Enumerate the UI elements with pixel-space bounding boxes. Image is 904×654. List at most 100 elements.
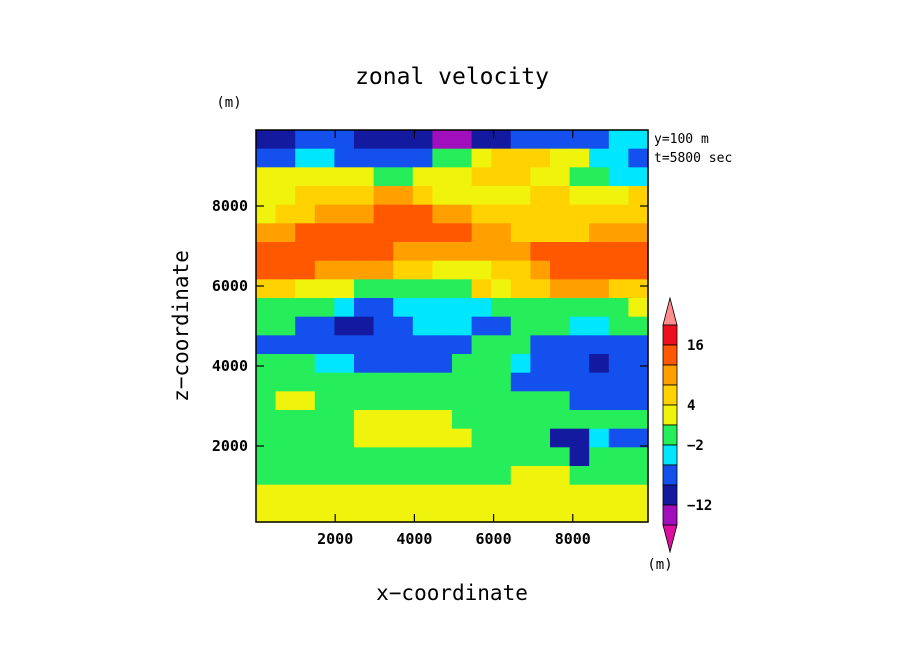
field-cell — [295, 316, 316, 336]
field-cell — [412, 447, 433, 467]
field-cell — [569, 242, 590, 262]
field-cell — [510, 428, 531, 448]
field-cell — [373, 410, 394, 430]
field-cell — [569, 130, 590, 150]
field-cell — [354, 223, 375, 243]
field-cell — [314, 242, 335, 262]
field-cell — [373, 428, 394, 448]
field-cell — [628, 391, 649, 411]
field-cell — [569, 186, 590, 206]
field-cell — [412, 503, 433, 523]
field-cell — [550, 447, 571, 467]
field-cell — [275, 223, 296, 243]
field-cell — [569, 484, 590, 504]
field-cell — [608, 298, 629, 318]
field-cell — [373, 466, 394, 486]
field-cell — [295, 466, 316, 486]
field-cell — [550, 354, 571, 374]
field-cell — [510, 447, 531, 467]
field-cell — [550, 391, 571, 411]
field-cell — [314, 428, 335, 448]
field-cell — [432, 298, 453, 318]
field-cell — [491, 466, 512, 486]
field-cell — [314, 410, 335, 430]
field-cell — [491, 335, 512, 355]
field-cell — [608, 354, 629, 374]
field-cell — [256, 354, 277, 374]
field-cell — [256, 260, 277, 280]
field-cell — [471, 484, 492, 504]
field-cell — [569, 167, 590, 187]
field-cell — [275, 410, 296, 430]
field-cell — [432, 242, 453, 262]
field-cell — [452, 298, 473, 318]
field-cell — [412, 130, 433, 150]
field-cell — [275, 148, 296, 168]
field-cell — [608, 447, 629, 467]
field-cell — [471, 372, 492, 392]
field-cell — [608, 466, 629, 486]
field-cell — [432, 279, 453, 299]
field-cell — [432, 410, 453, 430]
field-cell — [471, 316, 492, 336]
field-cell — [354, 391, 375, 411]
field-cell — [569, 410, 590, 430]
field-cell — [256, 466, 277, 486]
field-cell — [295, 391, 316, 411]
field-cell — [589, 372, 610, 392]
field-cell — [452, 148, 473, 168]
field-cell — [314, 204, 335, 224]
field-cell — [530, 447, 551, 467]
field-cell — [393, 279, 414, 299]
field-cell — [530, 503, 551, 523]
field-cell — [256, 503, 277, 523]
field-cell — [530, 260, 551, 280]
field-cell — [589, 484, 610, 504]
colorbar-band — [662, 424, 678, 446]
field-cell — [373, 242, 394, 262]
field-cell — [334, 223, 355, 243]
field-cell — [510, 503, 531, 523]
field-cell — [275, 503, 296, 523]
field-cell — [393, 223, 414, 243]
field-cell — [334, 447, 355, 467]
field-cell — [550, 242, 571, 262]
field-cell — [334, 428, 355, 448]
field-cell — [628, 316, 649, 336]
field-cell — [412, 466, 433, 486]
field-cell — [412, 204, 433, 224]
field-cell — [530, 167, 551, 187]
annotation-y: y=100 m — [654, 132, 709, 147]
field-cell — [608, 503, 629, 523]
field-cell — [550, 372, 571, 392]
field-cell — [608, 204, 629, 224]
field-cell — [608, 391, 629, 411]
field-cell — [491, 484, 512, 504]
field-cell — [608, 167, 629, 187]
field-cell — [256, 335, 277, 355]
field-cell — [452, 279, 473, 299]
field-cell — [471, 260, 492, 280]
field-cell — [491, 503, 512, 523]
field-cell — [373, 372, 394, 392]
field-cell — [452, 223, 473, 243]
field-cell — [432, 447, 453, 467]
field-cell — [530, 372, 551, 392]
field-cell — [295, 298, 316, 318]
field-cell — [334, 298, 355, 318]
field-cell — [530, 279, 551, 299]
field-cell — [530, 391, 551, 411]
colorbar-band — [662, 364, 678, 386]
field-cell — [589, 148, 610, 168]
field-cell — [334, 410, 355, 430]
field-cell — [491, 204, 512, 224]
field-cell — [256, 298, 277, 318]
field-cell — [354, 372, 375, 392]
field-cell — [334, 316, 355, 336]
field-cell — [412, 484, 433, 504]
field-cell — [471, 447, 492, 467]
field-cell — [256, 279, 277, 299]
field-cell — [589, 204, 610, 224]
field-cell — [275, 260, 296, 280]
field-cell — [452, 204, 473, 224]
